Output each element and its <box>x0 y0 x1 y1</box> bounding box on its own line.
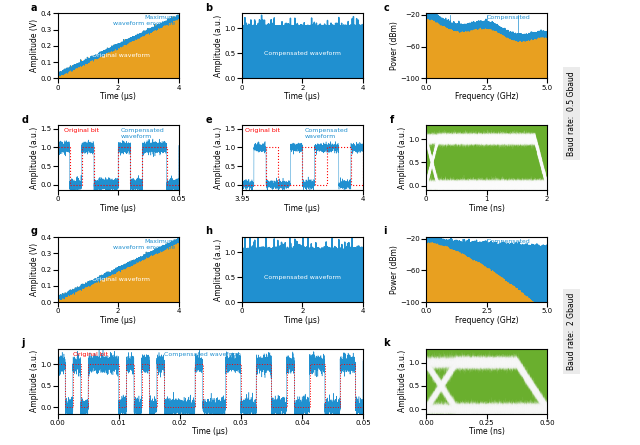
Text: Baud rate:  2 Gbaud: Baud rate: 2 Gbaud <box>567 293 576 370</box>
Text: Original bit: Original bit <box>73 352 108 357</box>
Text: Original bit: Original bit <box>63 129 99 134</box>
Text: a: a <box>31 3 37 13</box>
Text: Baud rate:  0.5 Gbaud: Baud rate: 0.5 Gbaud <box>567 71 576 156</box>
X-axis label: Time (μs): Time (μs) <box>100 92 136 101</box>
Text: c: c <box>383 3 389 13</box>
Y-axis label: Amplitude (a.u.): Amplitude (a.u.) <box>214 239 223 301</box>
Y-axis label: Amplitude (a.u.): Amplitude (a.u.) <box>29 126 38 189</box>
Text: Compensated waveform: Compensated waveform <box>264 51 341 56</box>
Y-axis label: Power (dBm): Power (dBm) <box>390 245 399 294</box>
Y-axis label: Amplitude (V): Amplitude (V) <box>29 19 38 73</box>
X-axis label: Time (μs): Time (μs) <box>100 204 136 213</box>
Text: k: k <box>383 338 390 348</box>
Text: Compensated waveform: Compensated waveform <box>264 275 341 280</box>
Text: f: f <box>390 114 394 125</box>
Text: g: g <box>31 227 38 236</box>
Text: Original waveform: Original waveform <box>92 53 150 58</box>
Text: i: i <box>383 227 387 236</box>
X-axis label: Time (μs): Time (μs) <box>284 204 321 213</box>
X-axis label: Time (ns): Time (ns) <box>468 428 504 437</box>
Text: e: e <box>205 114 212 125</box>
Text: Compensated: Compensated <box>486 239 531 244</box>
Y-axis label: Amplitude (a.u.): Amplitude (a.u.) <box>214 15 223 77</box>
Text: Compensated: Compensated <box>486 15 531 20</box>
Y-axis label: Amplitude (a.u.): Amplitude (a.u.) <box>398 350 407 413</box>
Text: h: h <box>205 227 212 236</box>
X-axis label: Time (ns): Time (ns) <box>468 204 504 213</box>
X-axis label: Time (μs): Time (μs) <box>193 428 228 437</box>
Text: Original: Original <box>444 58 468 63</box>
X-axis label: Frequency (GHz): Frequency (GHz) <box>455 92 518 101</box>
Y-axis label: Amplitude (a.u.): Amplitude (a.u.) <box>398 126 407 189</box>
Text: Compensated
waveform: Compensated waveform <box>120 129 164 139</box>
Text: Compensated
waveform: Compensated waveform <box>305 129 349 139</box>
Y-axis label: Amplitude (a.u.): Amplitude (a.u.) <box>214 126 223 189</box>
Y-axis label: Power (dBm): Power (dBm) <box>390 21 399 70</box>
X-axis label: Time (μs): Time (μs) <box>284 92 321 101</box>
Text: Original waveform: Original waveform <box>92 277 150 282</box>
Text: Original bit: Original bit <box>246 129 280 134</box>
Text: j: j <box>21 338 24 348</box>
X-axis label: Frequency (GHz): Frequency (GHz) <box>455 316 518 325</box>
Y-axis label: Amplitude (a.u.): Amplitude (a.u.) <box>29 350 38 413</box>
Text: Compensated waveform: Compensated waveform <box>164 352 241 357</box>
Y-axis label: Amplitude (V): Amplitude (V) <box>29 243 38 296</box>
Text: d: d <box>21 114 28 125</box>
Text: b: b <box>205 3 212 13</box>
X-axis label: Time (μs): Time (μs) <box>100 316 136 325</box>
Text: Maximum
waveform envelope: Maximum waveform envelope <box>113 239 175 250</box>
Text: Maximum
waveform envelope: Maximum waveform envelope <box>113 15 175 26</box>
Text: Original: Original <box>444 269 468 274</box>
X-axis label: Time (μs): Time (μs) <box>284 316 321 325</box>
